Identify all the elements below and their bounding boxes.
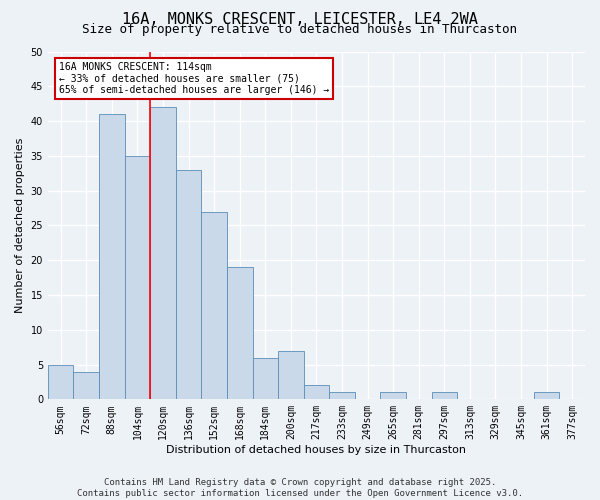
Bar	[73, 372, 99, 400]
X-axis label: Distribution of detached houses by size in Thurcaston: Distribution of detached houses by size …	[166, 445, 466, 455]
Text: Size of property relative to detached houses in Thurcaston: Size of property relative to detached ho…	[83, 22, 517, 36]
Bar	[227, 267, 253, 400]
Bar	[431, 392, 457, 400]
Bar	[125, 156, 150, 400]
Bar	[48, 364, 73, 400]
Bar	[176, 170, 202, 400]
Bar	[99, 114, 125, 400]
Bar	[329, 392, 355, 400]
Bar	[380, 392, 406, 400]
Text: Contains HM Land Registry data © Crown copyright and database right 2025.
Contai: Contains HM Land Registry data © Crown c…	[77, 478, 523, 498]
Bar	[534, 392, 559, 400]
Bar	[150, 107, 176, 400]
Bar	[202, 212, 227, 400]
Y-axis label: Number of detached properties: Number of detached properties	[15, 138, 25, 313]
Bar	[278, 350, 304, 400]
Text: 16A, MONKS CRESCENT, LEICESTER, LE4 2WA: 16A, MONKS CRESCENT, LEICESTER, LE4 2WA	[122, 12, 478, 28]
Bar	[304, 386, 329, 400]
Text: 16A MONKS CRESCENT: 114sqm
← 33% of detached houses are smaller (75)
65% of semi: 16A MONKS CRESCENT: 114sqm ← 33% of deta…	[59, 62, 329, 95]
Bar	[253, 358, 278, 400]
